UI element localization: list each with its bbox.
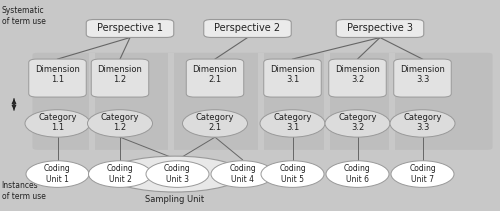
FancyBboxPatch shape [32,53,492,150]
FancyBboxPatch shape [204,20,291,37]
Circle shape [182,110,248,137]
Ellipse shape [108,156,242,192]
Text: Category
3.2: Category 3.2 [338,113,377,132]
Circle shape [88,161,152,187]
FancyBboxPatch shape [389,53,395,150]
Circle shape [211,161,274,187]
FancyBboxPatch shape [29,59,86,97]
Text: Coding
Unit 3: Coding Unit 3 [164,164,191,184]
Circle shape [326,161,389,187]
Text: Coding
Unit 5: Coding Unit 5 [279,164,306,184]
FancyBboxPatch shape [264,59,321,97]
Text: Dimension
3.2: Dimension 3.2 [335,65,380,84]
FancyBboxPatch shape [186,59,244,97]
Text: Dimension
1.2: Dimension 1.2 [98,65,142,84]
Text: Coding
Unit 2: Coding Unit 2 [106,164,134,184]
Text: Perspective 2: Perspective 2 [214,23,280,34]
Circle shape [26,161,89,187]
Text: Category
1.2: Category 1.2 [101,113,139,132]
Circle shape [391,161,454,187]
FancyBboxPatch shape [258,53,264,150]
Text: Coding
Unit 1: Coding Unit 1 [44,164,71,184]
Text: Category
2.1: Category 2.1 [196,113,234,132]
Text: Coding
Unit 6: Coding Unit 6 [344,164,371,184]
Circle shape [88,110,152,137]
Text: Category
3.1: Category 3.1 [273,113,312,132]
Text: Dimension
3.3: Dimension 3.3 [400,65,445,84]
FancyBboxPatch shape [168,53,173,150]
Circle shape [146,161,209,187]
Circle shape [261,161,324,187]
Text: Systematic
of term use: Systematic of term use [2,6,46,26]
Text: Coding
Unit 7: Coding Unit 7 [409,164,436,184]
FancyBboxPatch shape [394,59,451,97]
Text: Sampling Unit: Sampling Unit [146,195,204,204]
FancyBboxPatch shape [91,59,149,97]
Circle shape [390,110,455,137]
Text: Instances
of term use: Instances of term use [2,181,46,201]
Text: Dimension
1.1: Dimension 1.1 [35,65,80,84]
Text: Coding
Unit 4: Coding Unit 4 [229,164,256,184]
Text: Dimension
3.1: Dimension 3.1 [270,65,315,84]
FancyBboxPatch shape [336,20,424,37]
Text: Dimension
2.1: Dimension 2.1 [192,65,238,84]
FancyBboxPatch shape [324,53,330,150]
Circle shape [325,110,390,137]
Circle shape [260,110,325,137]
Text: Perspective 3: Perspective 3 [347,23,413,34]
FancyBboxPatch shape [86,20,174,37]
Text: Perspective 1: Perspective 1 [97,23,163,34]
Circle shape [25,110,90,137]
Text: Category
3.3: Category 3.3 [403,113,442,132]
Text: Category
1.1: Category 1.1 [38,113,77,132]
FancyBboxPatch shape [89,53,95,150]
FancyBboxPatch shape [329,59,386,97]
